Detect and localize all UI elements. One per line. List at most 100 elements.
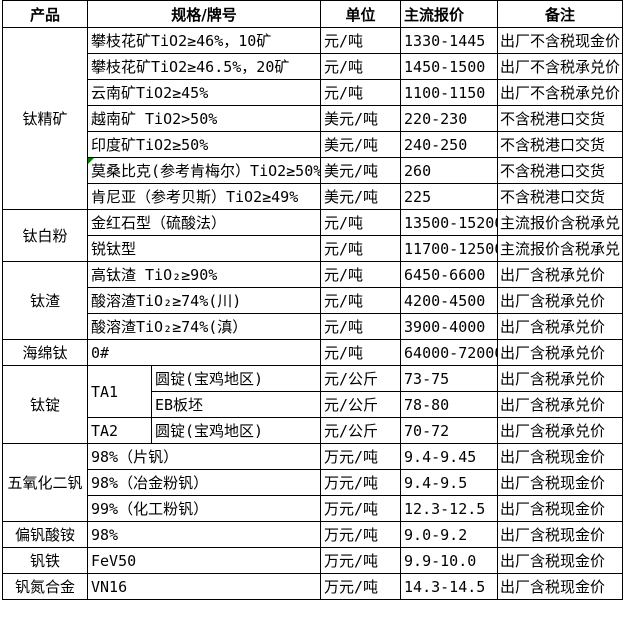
unit-cell: 元/公斤 bbox=[320, 365, 402, 392]
table-row: 钛白粉 金红石型（硫酸法） 元/吨 13500-15200 主流报价含税承兑 bbox=[2, 209, 624, 262]
note-cell: 出厂含税承兑价 bbox=[497, 313, 624, 340]
spec-cell: 印度矿TiO2≥50% bbox=[86, 131, 322, 158]
spec-cell: 攀枝花矿TiO2≥46%，10矿 bbox=[86, 27, 322, 54]
price-cell: 78-80 bbox=[400, 391, 499, 418]
brand-cell-ta2: TA2 bbox=[87, 417, 152, 444]
note-cell: 出厂含税承兑价 bbox=[497, 417, 624, 444]
price-cell: 14.3-14.5 bbox=[400, 573, 499, 600]
unit-cell: 元/吨 bbox=[320, 339, 402, 366]
note-cell: 主流报价含税承兑 bbox=[497, 209, 624, 236]
unit-cell: 元/吨 bbox=[320, 53, 402, 80]
table-row: EB板坯 元/公斤 78-80 出厂含税承兑价 bbox=[3, 391, 624, 418]
col-header-product: 产品 bbox=[2, 0, 88, 28]
note-cell: 出厂含税现金价 bbox=[497, 521, 624, 548]
unit-cell: 元/公斤 bbox=[320, 391, 402, 418]
price-cell: 1330-1445 bbox=[400, 27, 499, 54]
spec-text: 莫桑比克(参考肯梅尔）TiO2≥50% bbox=[91, 162, 321, 180]
unit-cell: 美元/吨 bbox=[320, 183, 402, 210]
unit-cell: 美元/吨 bbox=[320, 157, 402, 184]
unit-cell: 美元/吨 bbox=[320, 131, 402, 158]
spec-cell: 98%（冶金粉钒） bbox=[86, 469, 322, 496]
unit-cell: 万元/吨 bbox=[320, 469, 402, 496]
price-cell: 9.0-9.2 bbox=[400, 521, 499, 548]
brand-cell-ta1: TA1 bbox=[87, 365, 152, 418]
spec-cell: 酸溶渣TiO₂≥74%(川) bbox=[86, 287, 322, 314]
product-cell-ferrovanadium: 钒铁 bbox=[2, 547, 88, 574]
header-row: 产品 规格/牌号 单位 主流报价 备注 bbox=[2, 0, 624, 28]
price-cell: 70-72 bbox=[400, 417, 499, 444]
table-row: 钛锭 TA1 圆锭(宝鸡地区) 元/公斤 73-75 出厂含税承兑价 bbox=[2, 365, 624, 444]
table-row: 锐钛型 元/吨 11700-12500 主流报价含税承兑 bbox=[3, 235, 624, 262]
table-row: 偏钒酸铵 98% 万元/吨 9.0-9.2 出厂含税现金价 bbox=[2, 521, 624, 548]
unit-cell: 元/吨 bbox=[320, 261, 402, 288]
spec-cell: 云南矿TiO2≥45% bbox=[86, 79, 322, 106]
note-cell: 出厂不含税承兑价 bbox=[497, 53, 624, 80]
unit-cell: 元/吨 bbox=[320, 287, 402, 314]
product-cell-vanadium-pentoxide: 五氧化二钒 bbox=[2, 443, 88, 522]
note-cell: 不含税港口交货 bbox=[497, 183, 624, 210]
price-cell: 9.4-9.5 bbox=[400, 469, 499, 496]
note-cell: 出厂含税现金价 bbox=[497, 443, 624, 470]
note-cell: 出厂含税现金价 bbox=[497, 469, 624, 496]
table-row: 钛渣 高钛渣 TiO₂≥90% 元/吨 6450-6600 出厂含税承兑价 bbox=[2, 261, 624, 340]
price-cell: 9.4-9.45 bbox=[400, 443, 499, 470]
unit-cell: 万元/吨 bbox=[320, 443, 402, 470]
spec-cell: 0# bbox=[86, 339, 322, 366]
unit-cell: 万元/吨 bbox=[320, 495, 402, 522]
price-cell: 12.3-12.5 bbox=[400, 495, 499, 522]
note-cell: 出厂含税现金价 bbox=[497, 495, 624, 522]
note-cell: 出厂不含税现金价 bbox=[497, 27, 624, 54]
spec-cell: 圆锭(宝鸡地区) bbox=[150, 417, 322, 444]
note-cell: 出厂含税承兑价 bbox=[497, 261, 624, 288]
table-row: 莫桑比克(参考肯梅尔）TiO2≥50% 美元/吨 260 不含税港口交货 bbox=[3, 157, 624, 184]
unit-cell: 万元/吨 bbox=[320, 521, 402, 548]
col-header-unit: 单位 bbox=[320, 0, 402, 28]
table-row: 攀枝花矿TiO2≥46.5%，20矿 元/吨 1450-1500 出厂不含税承兑… bbox=[3, 53, 624, 80]
table-row: TA2 圆锭(宝鸡地区) 元/公斤 70-72 出厂含税承兑价 bbox=[3, 417, 624, 444]
product-cell-titanium-ingot: 钛锭 bbox=[2, 365, 88, 444]
price-cell: 240-250 bbox=[400, 131, 499, 158]
note-cell: 出厂含税现金价 bbox=[497, 573, 624, 600]
unit-cell: 元/吨 bbox=[320, 235, 402, 262]
spec-cell: 圆锭(宝鸡地区) bbox=[150, 365, 322, 392]
price-cell: 1450-1500 bbox=[400, 53, 499, 80]
unit-cell: 万元/吨 bbox=[320, 547, 402, 574]
note-cell: 出厂不含税承兑价 bbox=[497, 79, 624, 106]
table-row: 钛精矿 攀枝花矿TiO2≥46%，10矿 元/吨 1330-1445 出厂不含税… bbox=[2, 27, 624, 210]
unit-cell: 元/吨 bbox=[320, 79, 402, 106]
product-cell-titanium-dioxide: 钛白粉 bbox=[2, 209, 88, 262]
table-row: 钒氮合金 VN16 万元/吨 14.3-14.5 出厂含税现金价 bbox=[2, 573, 624, 600]
unit-cell: 美元/吨 bbox=[320, 105, 402, 132]
table-row: 越南矿 TiO2>50% 美元/吨 220-230 不含税港口交货 bbox=[3, 105, 624, 132]
spec-cell: VN16 bbox=[86, 573, 322, 600]
note-cell: 不含税港口交货 bbox=[497, 157, 624, 184]
price-cell: 4200-4500 bbox=[400, 287, 499, 314]
spec-cell: 高钛渣 TiO₂≥90% bbox=[86, 261, 322, 288]
price-cell: 225 bbox=[400, 183, 499, 210]
table-row: 印度矿TiO2≥50% 美元/吨 240-250 不含税港口交货 bbox=[3, 131, 624, 158]
unit-cell: 元/公斤 bbox=[320, 417, 402, 444]
price-cell: 6450-6600 bbox=[400, 261, 499, 288]
note-cell: 出厂含税承兑价 bbox=[497, 339, 624, 366]
product-cell-ammonium-metavanadate: 偏钒酸铵 bbox=[2, 521, 88, 548]
col-header-note: 备注 bbox=[497, 0, 624, 28]
note-cell: 出厂含税承兑价 bbox=[497, 287, 624, 314]
spec-cell: 金红石型（硫酸法） bbox=[86, 209, 322, 236]
price-cell: 64000-72000 bbox=[400, 339, 499, 366]
note-cell: 出厂含税承兑价 bbox=[497, 365, 624, 392]
unit-cell: 元/吨 bbox=[320, 209, 402, 236]
product-cell-vanadium-nitrogen-alloy: 钒氮合金 bbox=[2, 573, 88, 600]
spec-cell: 酸溶渣TiO₂≥74%(滇） bbox=[86, 313, 322, 340]
note-cell: 出厂含税承兑价 bbox=[497, 391, 624, 418]
price-cell: 220-230 bbox=[400, 105, 499, 132]
unit-cell: 万元/吨 bbox=[320, 573, 402, 600]
spec-cell: 98%（片钒） bbox=[86, 443, 322, 470]
unit-cell: 元/吨 bbox=[320, 27, 402, 54]
spec-cell: 99%（化工粉钒） bbox=[86, 495, 322, 522]
table-row: 98%（冶金粉钒） 万元/吨 9.4-9.5 出厂含税现金价 bbox=[3, 469, 624, 496]
price-cell: 11700-12500 bbox=[400, 235, 499, 262]
commodity-price-table: 产品 规格/牌号 单位 主流报价 备注 钛精矿 攀枝花矿TiO2≥46%，10矿… bbox=[2, 0, 624, 600]
product-cell-titanium-slag: 钛渣 bbox=[2, 261, 88, 340]
spec-cell: FeV50 bbox=[86, 547, 322, 574]
spec-cell: EB板坯 bbox=[150, 391, 322, 418]
